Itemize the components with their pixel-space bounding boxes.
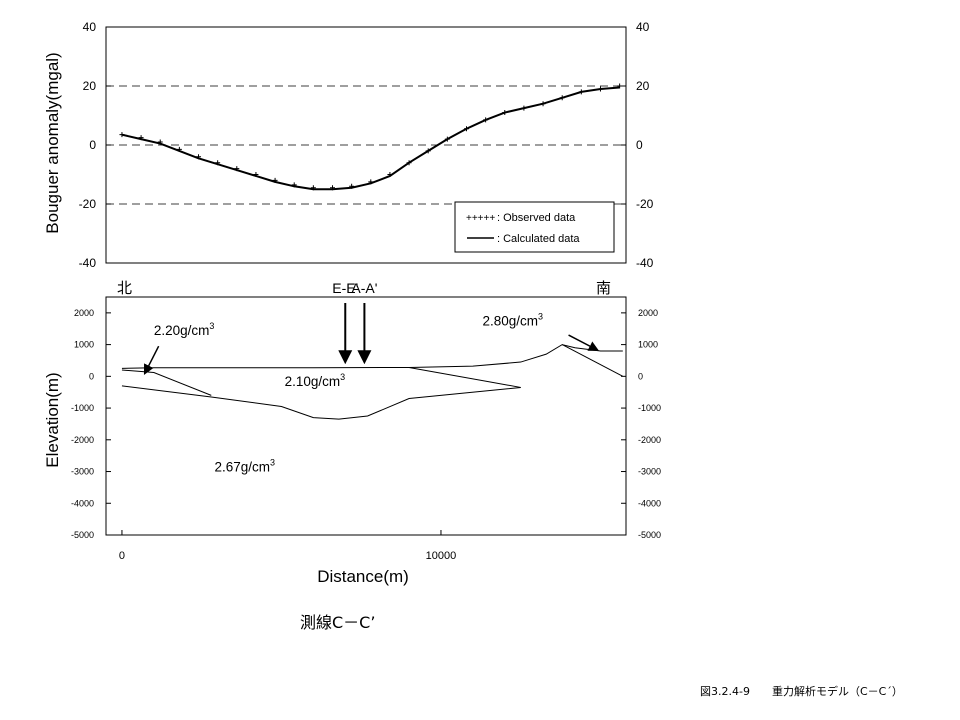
elevation-right-tick-label: -2000 bbox=[638, 435, 661, 445]
legend-observed-label: : Observed data bbox=[497, 212, 576, 224]
elevation-x-tick-label: 0 bbox=[119, 550, 125, 562]
elevation-left-tick-label: -2000 bbox=[71, 435, 94, 445]
legend-box bbox=[454, 201, 615, 253]
elevation-y-axis-label: Elevation(m) bbox=[43, 372, 62, 467]
legend-calculated-label: : Calculated data bbox=[497, 233, 580, 245]
boundary-block-2.20-base bbox=[121, 369, 212, 396]
elevation-right-tick-label: -5000 bbox=[638, 530, 661, 540]
section-markers: E-E'A-A' bbox=[332, 280, 377, 365]
direction-south-label: 南 bbox=[596, 279, 611, 297]
elevation-left-tick-label: -4000 bbox=[71, 498, 94, 508]
density-label: 2.67g/cm3 bbox=[214, 458, 275, 475]
bouguer-right-tick-label: -20 bbox=[636, 197, 654, 211]
bouguer-left-tick-label: -40 bbox=[79, 256, 97, 270]
density-labels: 2.20g/cm3 2.10g/cm3 2.67g/cm3 2.80g/cm3 bbox=[143, 312, 600, 475]
elevation-right-tick-label: 2000 bbox=[638, 308, 658, 318]
section-caption: 測線C－C’ bbox=[300, 613, 375, 632]
elevation-plot-area bbox=[105, 296, 627, 536]
elevation-left-tick-label: -3000 bbox=[71, 467, 94, 477]
elevation-right-tick-label: -4000 bbox=[638, 498, 661, 508]
bouguer-right-tick-label: -40 bbox=[636, 256, 654, 270]
bouguer-left-tick-label: 0 bbox=[89, 138, 96, 152]
density-label: 2.10g/cm3 bbox=[285, 372, 346, 389]
boundary-block-2.10-lower-edge bbox=[408, 366, 521, 388]
elevation-x-tick-label: 10000 bbox=[426, 550, 457, 562]
bouguer-left-tick-label: -20 bbox=[79, 197, 97, 211]
bouguer-right-tick-label: 0 bbox=[636, 138, 643, 152]
elevation-boundaries bbox=[121, 344, 624, 420]
boundary-topography bbox=[121, 344, 623, 369]
bouguer-y-axis-label: Bouguer anomaly(mgal) bbox=[43, 52, 62, 233]
legend-observed-marker: +++++ bbox=[466, 213, 495, 224]
section-marker-label: A-A' bbox=[351, 280, 377, 296]
elevation-right-tick-label: -3000 bbox=[638, 467, 661, 477]
bouguer-series bbox=[119, 83, 623, 191]
elevation-left-tick-label: 0 bbox=[89, 371, 94, 381]
bouguer-right-tick-label: 40 bbox=[636, 20, 650, 34]
elevation-right-tick-label: 0 bbox=[638, 371, 643, 381]
elevation-right-tick-label: 1000 bbox=[638, 340, 658, 350]
boundary-block-2.80-base bbox=[561, 344, 624, 377]
bouguer-left-tick-label: 20 bbox=[83, 79, 97, 93]
figure-caption: 図3.2.4-9 重力解析モデル（C－C´） bbox=[700, 684, 903, 698]
density-arrow-2-20 bbox=[143, 345, 160, 376]
density-label: 2.20g/cm3 bbox=[154, 321, 215, 338]
elevation-left-tick-label: -1000 bbox=[71, 403, 94, 413]
bouguer-legend: +++++ : Observed data : Calculated data bbox=[454, 201, 615, 253]
density-arrow-2-80 bbox=[568, 334, 600, 351]
density-label: 2.80g/cm3 bbox=[482, 312, 543, 329]
bouguer-chart: 40 40 20 20 0 0 -20 -20 -40 -40 Bouguer anomaly(m… bbox=[43, 20, 654, 270]
elevation-left-tick-label: -5000 bbox=[71, 530, 94, 540]
bouguer-ticks: 40 40 20 20 0 0 -20 -20 -40 -40 bbox=[79, 20, 654, 270]
elevation-x-axis-label: Distance(m) bbox=[317, 567, 409, 586]
calculated-line bbox=[121, 86, 620, 191]
section-marker-label: E-E' bbox=[332, 280, 358, 296]
bouguer-gridlines bbox=[106, 85, 626, 205]
bouguer-left-tick-label: 40 bbox=[83, 20, 97, 34]
bouguer-right-tick-label: 20 bbox=[636, 79, 650, 93]
elevation-right-tick-label: -1000 bbox=[638, 403, 661, 413]
direction-north-label: 北 bbox=[117, 279, 132, 297]
boundary-basin-base bbox=[121, 385, 521, 420]
elevation-left-tick-label: 1000 bbox=[74, 340, 94, 350]
elevation-left-tick-label: 2000 bbox=[74, 308, 94, 318]
